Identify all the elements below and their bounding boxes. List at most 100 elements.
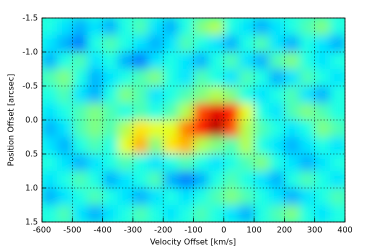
heatmap-cell: [238, 154, 255, 172]
heatmap-cell: [87, 120, 104, 138]
heatmap-cell: [132, 52, 149, 70]
heatmap-cell: [208, 52, 225, 70]
heatmap-cell: [254, 154, 270, 172]
x-tick-label: -400: [94, 226, 112, 235]
heatmap-cell: [269, 103, 285, 121]
heatmap-cell: [87, 35, 104, 53]
heatmap-cell: [102, 188, 119, 206]
y-tick-label: 1.0: [25, 184, 38, 193]
x-tick-label: 400: [337, 226, 352, 235]
heatmap-cell: [102, 35, 119, 53]
heatmap-cell: [72, 205, 88, 222]
heatmap-cell: [132, 35, 149, 53]
heatmap-cell: [117, 86, 134, 104]
heatmap-cell: [87, 205, 104, 222]
heatmap-cell: [178, 69, 194, 87]
heatmap-cell: [208, 18, 225, 36]
heatmap-cell: [102, 18, 119, 36]
heatmap-cell: [314, 154, 331, 172]
heatmap-cell: [314, 52, 331, 70]
y-tick-label: 1.5: [25, 218, 38, 227]
heatmap-cell: [102, 86, 119, 104]
heatmap-cell: [314, 35, 331, 53]
heatmap-cell: [193, 52, 210, 70]
heatmap-cell: [254, 35, 270, 53]
heatmap-cell: [163, 188, 179, 206]
heatmap-cell: [42, 188, 58, 206]
heatmap-cell: [284, 69, 301, 87]
heatmap-cell: [57, 137, 73, 155]
x-tick-label: -200: [154, 226, 172, 235]
x-tick-label: -300: [124, 226, 142, 235]
heatmap-cell: [117, 35, 134, 53]
heatmap-cell: [314, 103, 331, 121]
heatmap-cell: [57, 205, 73, 222]
heatmap-cell: [284, 205, 301, 222]
heatmap-cell: [314, 120, 331, 138]
heatmap-cell: [269, 188, 285, 206]
heatmap-cell: [87, 69, 104, 87]
heatmap-cell: [193, 188, 210, 206]
heatmap-cell: [329, 35, 345, 53]
heatmap-cell: [223, 154, 240, 172]
heatmap-cell: [299, 86, 316, 104]
heatmap-cell: [299, 103, 316, 121]
heatmap-cell: [132, 171, 149, 189]
heatmap-cell: [193, 154, 210, 172]
heatmap-cell: [163, 18, 179, 36]
heatmap-cell: [178, 120, 194, 138]
heatmap-cell: [163, 86, 179, 104]
x-tick-label: -600: [33, 226, 51, 235]
heatmap-cell: [87, 171, 104, 189]
heatmap-cell: [72, 120, 88, 138]
y-tick-label: 0.5: [25, 150, 38, 159]
heatmap-cell: [57, 154, 73, 172]
heatmap-cell: [284, 137, 301, 155]
heatmap-cell: [72, 137, 88, 155]
heatmap-cell: [132, 120, 149, 138]
heatmap-cell: [132, 137, 149, 155]
heatmap-cell: [238, 86, 255, 104]
heatmap-cell: [178, 188, 194, 206]
heatmap-cell: [102, 171, 119, 189]
heatmap-cell: [117, 120, 134, 138]
heatmap-cell: [329, 18, 345, 36]
heatmap-cell: [57, 69, 73, 87]
heatmap-cell: [87, 52, 104, 70]
heatmap-cell: [193, 86, 210, 104]
heatmap-cell: [148, 18, 164, 36]
heatmap-cell: [329, 188, 345, 206]
heatmap-cell: [163, 69, 179, 87]
heatmap-cell: [72, 52, 88, 70]
heatmap-cell: [87, 103, 104, 121]
heatmap-cell: [132, 18, 149, 36]
heatmap-cell: [223, 86, 240, 104]
y-tick-label: 0.0: [25, 116, 38, 125]
heatmap-cell: [299, 120, 316, 138]
heatmap-cell: [208, 154, 225, 172]
heatmap-cell: [42, 154, 58, 172]
heatmap-cell: [102, 120, 119, 138]
heatmap-cell: [299, 205, 316, 222]
heatmap-cell: [193, 171, 210, 189]
heatmap-cell: [299, 137, 316, 155]
heatmap-cell: [223, 18, 240, 36]
heatmap-cell: [284, 103, 301, 121]
y-axis-label: Position Offset [arcsec]: [7, 74, 16, 166]
heatmap-cell: [223, 35, 240, 53]
heatmap-cell: [254, 205, 270, 222]
heatmap-cell: [329, 69, 345, 87]
heatmap-cell: [57, 35, 73, 53]
heatmap-cell: [87, 188, 104, 206]
heatmap-cell: [314, 86, 331, 104]
heatmap-cell: [178, 205, 194, 222]
heatmap-cell: [42, 86, 58, 104]
heatmap-cell: [299, 188, 316, 206]
heatmap-cell: [42, 205, 58, 222]
heatmap-cell: [148, 171, 164, 189]
heatmap-cell: [42, 18, 58, 36]
x-tick-label: -100: [184, 226, 202, 235]
heatmap-cell: [314, 69, 331, 87]
heatmap-cell: [57, 103, 73, 121]
